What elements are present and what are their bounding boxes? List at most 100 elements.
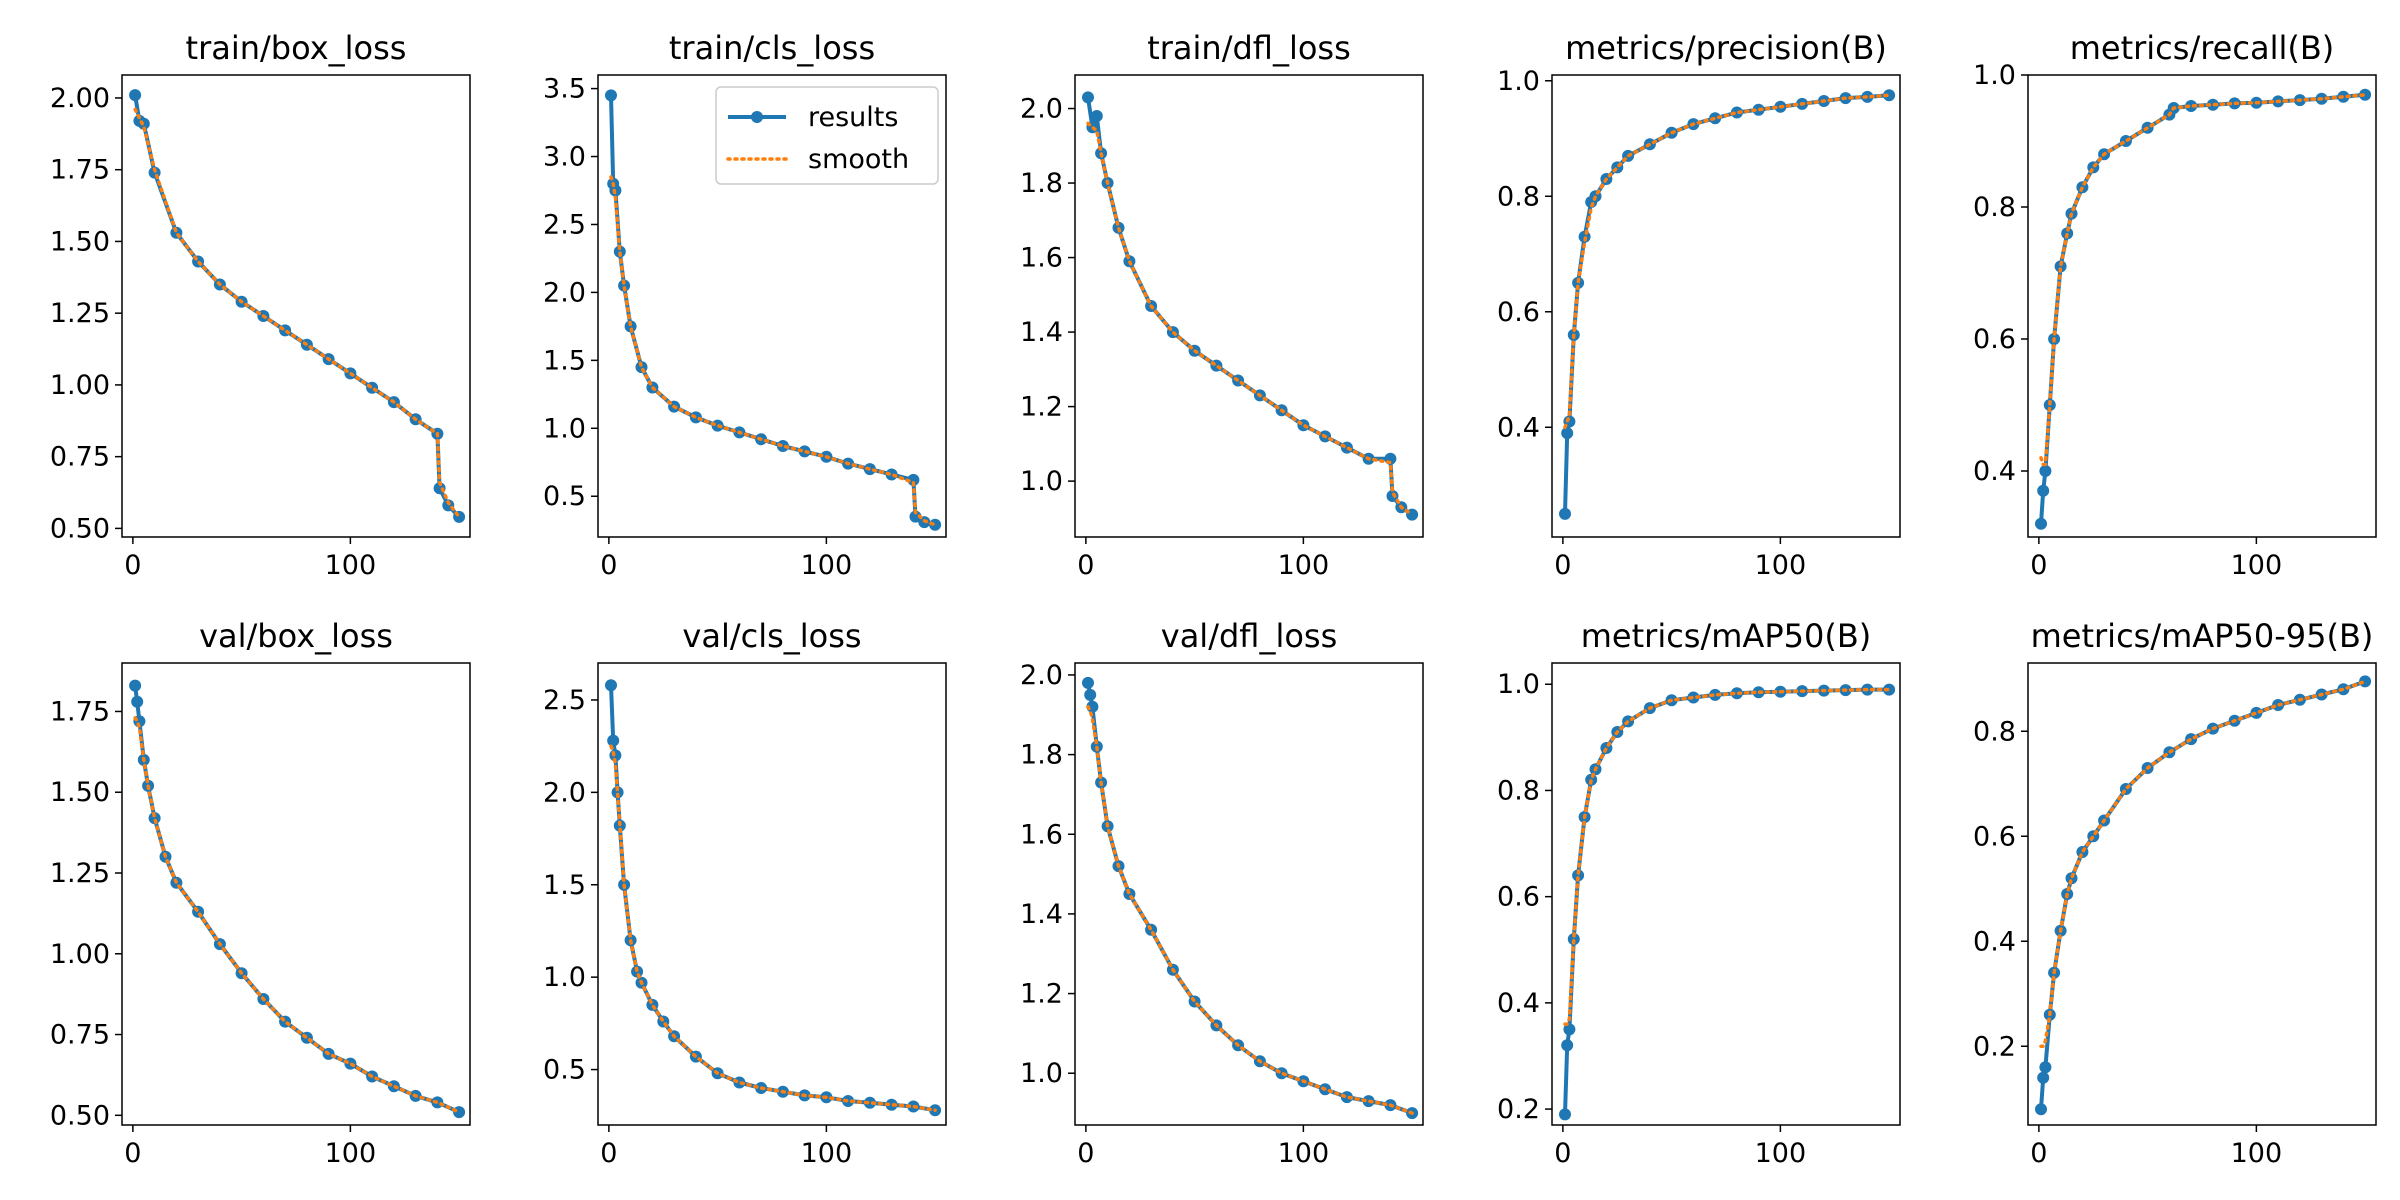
smooth-line bbox=[1086, 705, 1414, 1115]
x-tick-label: 0 bbox=[600, 550, 617, 581]
axes-frame bbox=[1074, 662, 1424, 1126]
x-tick-label: 100 bbox=[325, 1138, 377, 1169]
subplot-8: val/dfl_loss 1.0 1.2 1.4 1.6 1.8 2.0 0 100 bbox=[1020, 617, 1424, 1169]
y-tick-label: 2.5 bbox=[543, 685, 586, 716]
y-tick-label: 2.0 bbox=[543, 777, 586, 808]
y-tick-label: 1.6 bbox=[1020, 243, 1063, 274]
results-point bbox=[1567, 933, 1580, 946]
results-point bbox=[2087, 161, 2100, 174]
axes-frame bbox=[1551, 74, 1901, 538]
subplot-title: train/dfl_loss bbox=[1147, 29, 1351, 67]
y-tick-label: 1.75 bbox=[50, 696, 110, 727]
results-point bbox=[129, 89, 142, 102]
plot-area bbox=[2035, 88, 2372, 530]
y-tick-label: 1.4 bbox=[1020, 317, 1063, 348]
results-point bbox=[605, 679, 617, 692]
results-point bbox=[605, 89, 617, 102]
y-tick-label: 1.50 bbox=[50, 777, 110, 808]
axes-frame bbox=[2027, 74, 2377, 538]
smooth-line bbox=[1086, 121, 1414, 517]
subplot-title: metrics/mAP50(B) bbox=[1581, 617, 1872, 655]
results-point bbox=[863, 1096, 876, 1109]
y-tick-label: 1.0 bbox=[543, 962, 586, 993]
subplot-7: val/cls_loss 0.5 1.0 1.5 2.0 2.5 0 100 bbox=[543, 617, 947, 1169]
results-point bbox=[148, 812, 161, 825]
y-tick-label: 0.5 bbox=[543, 1055, 586, 1086]
subplot-3: train/dfl_loss 1.0 1.2 1.4 1.6 1.8 2.0 0 100 bbox=[1020, 29, 1424, 581]
y-tick-label: 0.8 bbox=[1497, 181, 1540, 212]
y-tick-label: 0.75 bbox=[50, 442, 110, 473]
y-tick-label: 1.0 bbox=[1020, 466, 1063, 497]
plot-area bbox=[129, 679, 466, 1119]
y-tick-label: 1.50 bbox=[50, 226, 110, 257]
subplot-title: val/dfl_loss bbox=[1161, 617, 1338, 655]
results-point bbox=[1730, 106, 1743, 119]
y-tick-label: 0.6 bbox=[1973, 821, 2016, 852]
results-point bbox=[1561, 427, 1574, 440]
x-tick-label: 100 bbox=[1278, 1138, 1330, 1169]
y-tick-label: 1.2 bbox=[1020, 392, 1063, 423]
plot-area bbox=[1559, 89, 1896, 520]
y-tick-label: 1.2 bbox=[1020, 979, 1063, 1010]
smooth-line bbox=[1563, 687, 1891, 1026]
legend-label-smooth: smooth bbox=[808, 144, 909, 175]
results-point bbox=[2250, 706, 2263, 719]
plot-area bbox=[2035, 675, 2372, 1116]
subplot-title: metrics/precision(B) bbox=[1565, 29, 1887, 67]
subplot-title: train/box_loss bbox=[186, 29, 407, 67]
results-point bbox=[2039, 465, 2052, 477]
results-point bbox=[1563, 1023, 1576, 1036]
x-tick-label: 100 bbox=[1755, 550, 1807, 581]
x-tick-label: 100 bbox=[1278, 550, 1330, 581]
y-tick-label: 0.50 bbox=[50, 513, 110, 544]
subplot-4: metrics/precision(B) 0.4 0.6 0.8 1.0 0 100 bbox=[1497, 29, 1901, 581]
x-tick-label: 100 bbox=[2231, 550, 2283, 581]
axes-frame bbox=[1551, 662, 1901, 1126]
subplot-2: train/cls_loss 0.5 1.0 1.5 2.0 2.5 3.0 3.5 0 100 r… bbox=[543, 29, 947, 581]
legend-results-swatch-marker bbox=[751, 111, 763, 123]
results-point bbox=[131, 695, 144, 708]
results-point bbox=[646, 998, 659, 1011]
y-tick-label: 2.0 bbox=[543, 277, 586, 308]
y-tick-label: 2.0 bbox=[1020, 660, 1063, 691]
results-point bbox=[909, 510, 922, 523]
results-point bbox=[1084, 688, 1097, 701]
plot-area bbox=[1559, 683, 1896, 1121]
y-tick-label: 2.5 bbox=[543, 209, 586, 240]
x-tick-label: 0 bbox=[600, 1138, 617, 1169]
smooth-line bbox=[2039, 679, 2367, 1049]
results-point bbox=[1082, 91, 1094, 104]
smooth-line bbox=[133, 716, 461, 1114]
y-tick-label: 2.0 bbox=[1020, 94, 1063, 125]
x-tick-label: 100 bbox=[801, 550, 853, 581]
x-tick-label: 0 bbox=[124, 1138, 141, 1169]
y-tick-label: 0.2 bbox=[1973, 1031, 2016, 1062]
subplot-title: train/cls_loss bbox=[669, 29, 875, 67]
results-point bbox=[1730, 687, 1743, 700]
y-tick-label: 2.00 bbox=[50, 83, 110, 114]
y-tick-label: 1.8 bbox=[1020, 168, 1063, 199]
axes-frame bbox=[2027, 662, 2377, 1126]
smooth-line bbox=[1563, 93, 1891, 430]
y-tick-label: 1.0 bbox=[543, 413, 586, 444]
axes-frame bbox=[597, 74, 947, 538]
y-tick-label: 1.00 bbox=[50, 939, 110, 970]
y-tick-label: 0.8 bbox=[1497, 775, 1540, 806]
smooth-line bbox=[609, 744, 937, 1112]
results-point bbox=[611, 786, 624, 799]
y-tick-label: 0.50 bbox=[50, 1100, 110, 1131]
y-tick-label: 0.5 bbox=[543, 481, 586, 512]
y-tick-label: 0.4 bbox=[1497, 412, 1540, 443]
results-point bbox=[2037, 1071, 2050, 1084]
axes-frame bbox=[121, 662, 471, 1126]
y-tick-label: 0.2 bbox=[1497, 1094, 1540, 1125]
results-point bbox=[1340, 1091, 1353, 1104]
plot-area bbox=[605, 89, 942, 531]
y-tick-label: 0.75 bbox=[50, 1020, 110, 1051]
y-tick-label: 3.5 bbox=[543, 74, 586, 105]
results-point bbox=[1561, 1039, 1574, 1052]
results-point bbox=[607, 734, 620, 747]
plot-area bbox=[129, 89, 466, 523]
x-tick-label: 0 bbox=[2030, 1138, 2047, 1169]
y-tick-label: 0.6 bbox=[1497, 882, 1540, 913]
